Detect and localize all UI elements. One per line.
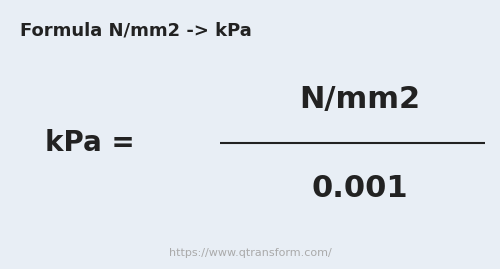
Text: Formula N/mm2 -> kPa: Formula N/mm2 -> kPa	[20, 22, 252, 40]
Text: 0.001: 0.001	[312, 174, 408, 203]
Text: kPa =: kPa =	[45, 129, 135, 157]
Text: N/mm2: N/mm2	[300, 85, 420, 114]
Text: https://www.qtransform.com/: https://www.qtransform.com/	[168, 248, 332, 258]
